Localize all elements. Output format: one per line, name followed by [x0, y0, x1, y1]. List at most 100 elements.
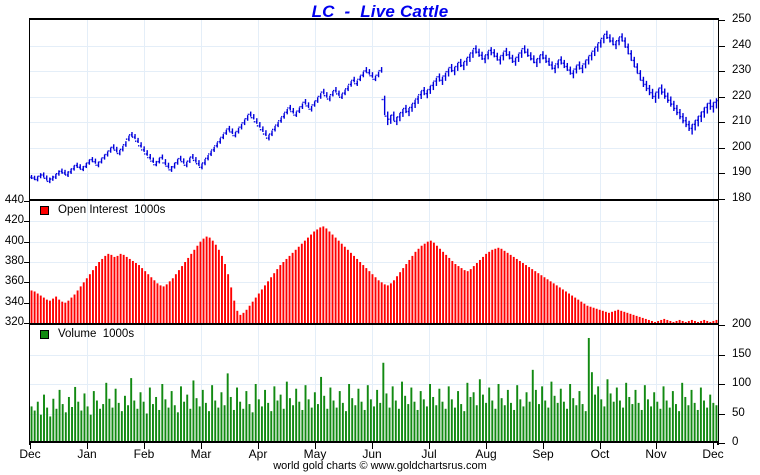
- axis-tick: [719, 148, 725, 149]
- month-label: Jul: [421, 447, 437, 461]
- month-tick: [543, 443, 544, 449]
- axis-label: 190: [732, 166, 752, 178]
- axis-label: 0: [732, 436, 739, 448]
- month-tick: [87, 443, 88, 449]
- gridline-vertical: [372, 20, 373, 199]
- month-tick: [486, 443, 487, 449]
- gridline-horizontal: [30, 71, 718, 72]
- legend-volume-label: Volume 1000s: [58, 328, 135, 340]
- month-label: May: [303, 447, 327, 461]
- gridline-vertical: [144, 201, 145, 323]
- axis-tick: [719, 199, 725, 200]
- price-ohlc-series: [30, 30, 718, 184]
- chart-title: LC - Live Cattle: [311, 2, 449, 21]
- axis-label: 50: [732, 407, 745, 419]
- gridline-horizontal: [30, 355, 718, 356]
- axis-tick: [719, 173, 725, 174]
- gridline-vertical: [429, 201, 430, 323]
- axis-tick: [719, 46, 725, 47]
- axis-tick: [719, 414, 725, 415]
- gridline-vertical: [656, 201, 657, 323]
- axis-tick: [24, 282, 30, 283]
- axis-tick: [719, 97, 725, 98]
- gridline-horizontal: [30, 242, 718, 243]
- gridline-horizontal: [30, 303, 718, 304]
- axis-tick: [719, 71, 725, 72]
- axis-label: 380: [4, 255, 24, 267]
- gridline-vertical: [372, 325, 373, 441]
- gridline-vertical: [656, 325, 657, 441]
- month-tick: [372, 443, 373, 449]
- gridline-vertical: [600, 201, 601, 323]
- month-label: Oct: [590, 447, 610, 461]
- month-tick: [656, 443, 657, 449]
- month-tick: [201, 443, 202, 449]
- gridline-vertical: [87, 201, 88, 323]
- price-panel: [30, 18, 718, 199]
- axis-tick: [719, 443, 725, 444]
- plot-frame-right: [717, 18, 719, 445]
- axis-tick: [719, 122, 725, 123]
- month-label: Dec: [702, 447, 724, 461]
- axis-label: 200: [732, 318, 752, 330]
- gridline-vertical: [258, 201, 259, 323]
- gridline-vertical: [258, 20, 259, 199]
- gridline-vertical: [713, 325, 714, 441]
- gridline-vertical: [315, 201, 316, 323]
- axis-tick: [24, 323, 30, 324]
- month-tick: [713, 443, 714, 449]
- axis-label: 200: [732, 141, 752, 153]
- volume-swatch-icon: [40, 329, 49, 339]
- axis-label: 240: [732, 39, 752, 51]
- gridline-vertical: [600, 20, 601, 199]
- open-interest-swatch-icon: [40, 205, 49, 215]
- open-interest-panel: [30, 199, 718, 323]
- gridline-vertical: [144, 20, 145, 199]
- legend-volume: Volume 1000s: [40, 328, 134, 340]
- axis-tick: [24, 262, 30, 263]
- gridline-vertical: [429, 20, 430, 199]
- gridline-vertical: [201, 20, 202, 199]
- gridline-vertical: [429, 325, 430, 441]
- gridline-vertical: [543, 201, 544, 323]
- month-label: Apr: [248, 447, 268, 461]
- gridline-vertical: [372, 201, 373, 323]
- gridline-vertical: [87, 20, 88, 199]
- month-label: Aug: [475, 447, 497, 461]
- axis-label: 420: [4, 214, 24, 226]
- axis-tick: [24, 221, 30, 222]
- gridline-horizontal: [30, 122, 718, 123]
- month-tick: [30, 443, 31, 449]
- axis-label: 320: [4, 316, 24, 328]
- axis-label: 440: [4, 194, 24, 206]
- axis-label: 230: [732, 64, 752, 76]
- gridline-vertical: [258, 325, 259, 441]
- axis-label: 340: [4, 296, 24, 308]
- legend-open-interest: Open Interest 1000s: [40, 204, 165, 216]
- axis-tick: [719, 384, 725, 385]
- month-label: Sep: [532, 447, 554, 461]
- gridline-vertical: [543, 325, 544, 441]
- volume-bar-series: [30, 337, 718, 441]
- gridline-vertical: [201, 325, 202, 441]
- gridline-horizontal: [30, 282, 718, 283]
- gridline-vertical: [486, 325, 487, 441]
- month-label: Feb: [133, 447, 155, 461]
- axis-label: 180: [732, 192, 752, 204]
- gridline-vertical: [87, 325, 88, 441]
- axis-tick: [24, 201, 30, 202]
- axis-tick: [24, 303, 30, 304]
- gridline-vertical: [543, 20, 544, 199]
- axis-label: 360: [4, 275, 24, 287]
- month-label: Dec: [19, 447, 41, 461]
- gridline-horizontal: [30, 46, 718, 47]
- axis-label: 400: [4, 235, 24, 247]
- gridline-vertical: [656, 20, 657, 199]
- gridline-horizontal: [30, 384, 718, 385]
- month-tick: [315, 443, 316, 449]
- month-tick: [258, 443, 259, 449]
- chart-footer-attribution: world gold charts © www.goldchartsrus.co…: [273, 460, 487, 472]
- gridline-horizontal: [30, 262, 718, 263]
